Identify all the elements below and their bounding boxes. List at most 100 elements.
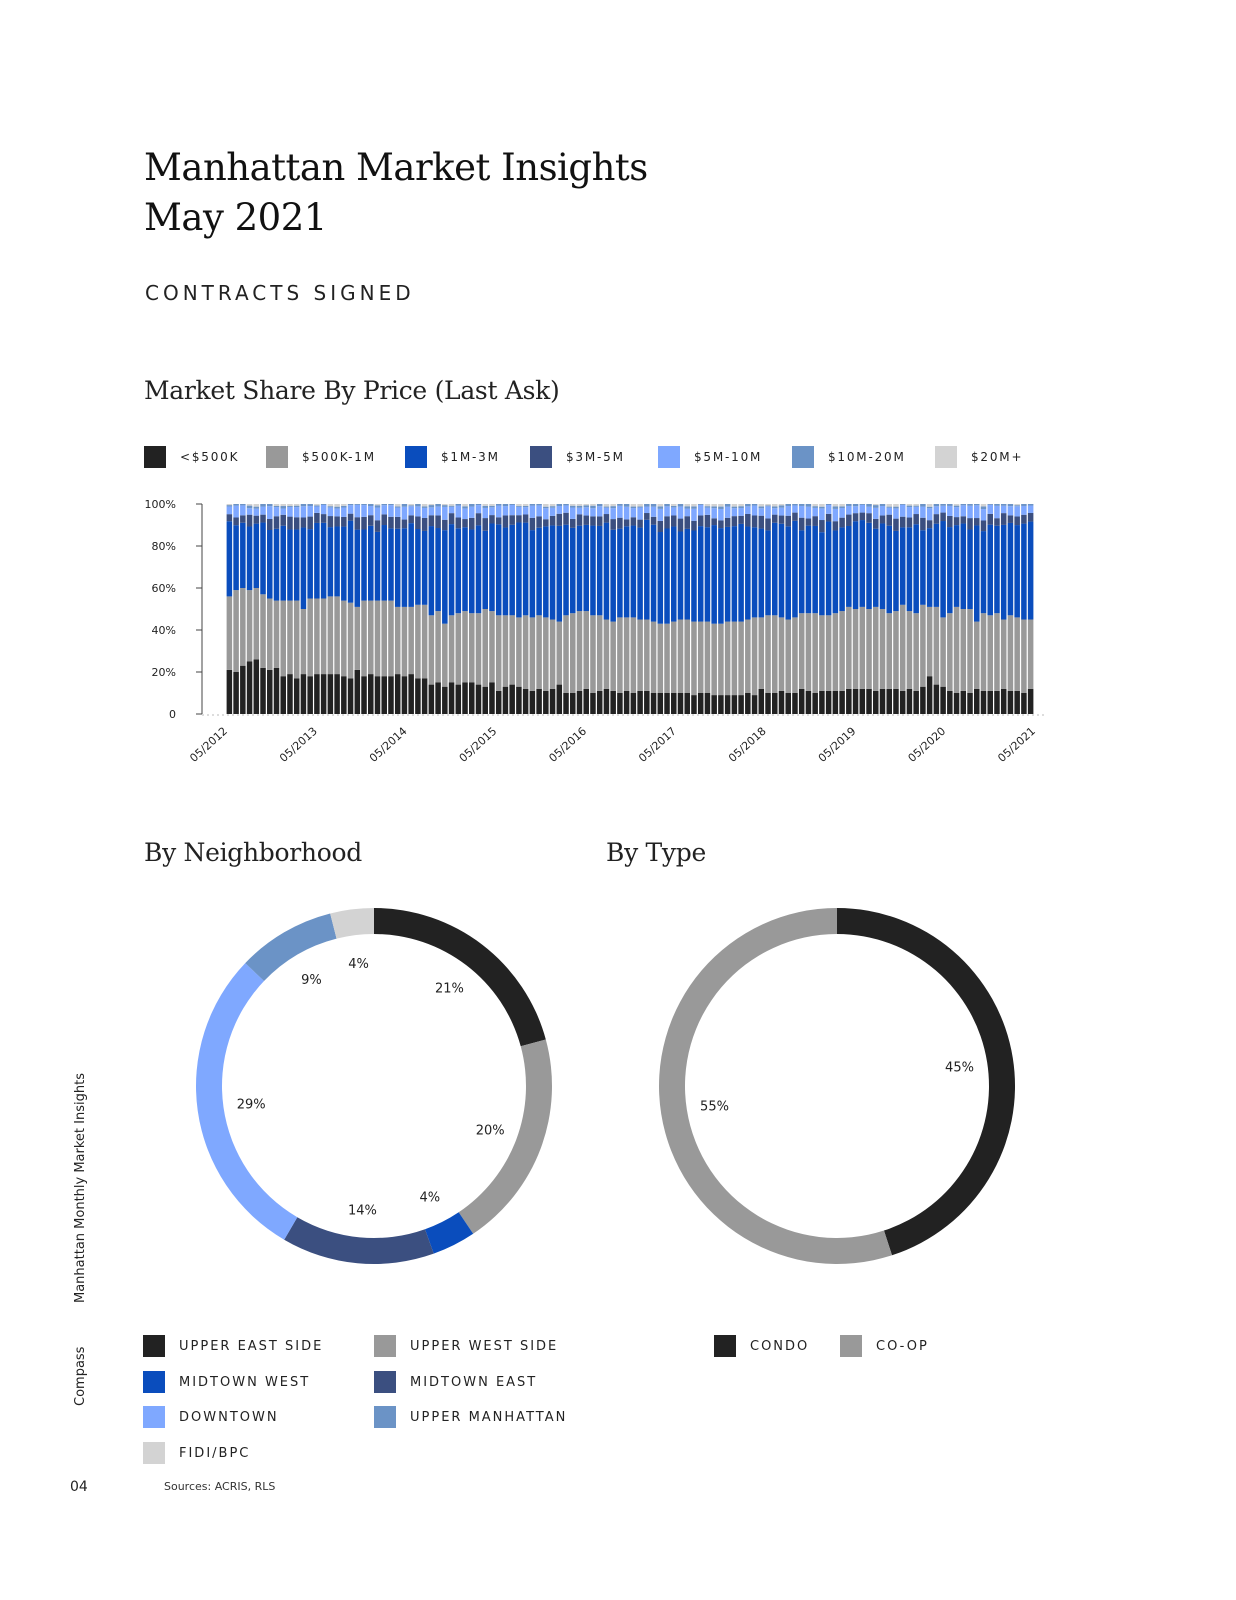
bar-segment	[590, 504, 596, 506]
bar-segment	[953, 504, 960, 506]
bar-segment	[556, 684, 563, 714]
bar-segment	[873, 518, 879, 529]
bar-segment	[657, 623, 664, 693]
bar-segment	[475, 613, 482, 685]
bar-segment	[1014, 506, 1020, 517]
bar-segment	[812, 506, 818, 508]
bar-segment	[361, 529, 367, 601]
bar-stack	[529, 504, 536, 714]
bar-stack	[920, 504, 926, 714]
bar-segment	[341, 676, 347, 714]
bar-segment	[489, 523, 495, 612]
bar-segment	[677, 531, 684, 620]
type-chart-title: By Type	[606, 838, 706, 867]
bar-segment	[341, 504, 347, 506]
bar-segment	[731, 504, 738, 507]
bar-segment	[495, 517, 502, 525]
bar-segment	[374, 505, 381, 508]
bar-segment	[374, 600, 381, 677]
bar-segment	[745, 504, 751, 507]
bar-segment	[260, 504, 266, 507]
bar-segment	[738, 515, 744, 524]
bar-segment	[967, 609, 973, 693]
bar-segment	[637, 690, 643, 714]
bar-segment	[583, 688, 589, 714]
bar-segment	[522, 688, 529, 714]
bar-segment	[819, 532, 825, 616]
bar-segment	[421, 504, 428, 507]
bar-segment	[563, 505, 569, 513]
bar-segment	[738, 506, 744, 509]
bar-segment	[893, 504, 899, 507]
bar-segment	[415, 504, 421, 507]
bar-segment	[832, 508, 839, 522]
bar-segment	[543, 690, 549, 714]
bar-segment	[495, 615, 502, 691]
bar-stack	[866, 504, 872, 714]
bar-segment	[718, 508, 724, 521]
bar-segment	[617, 617, 623, 693]
bar-segment	[812, 516, 818, 526]
legend-swatch	[143, 1442, 165, 1464]
bar-segment	[839, 507, 845, 518]
bar-segment	[926, 508, 933, 521]
bar-stack	[287, 504, 293, 714]
bar-segment	[482, 609, 488, 687]
bar-segment	[926, 676, 933, 714]
bar-stack	[650, 504, 657, 714]
bar-segment	[455, 504, 462, 506]
bar-segment	[596, 504, 603, 507]
bar-segment	[913, 505, 919, 507]
bar-segment	[610, 508, 616, 520]
bar-stack	[657, 504, 664, 714]
bar-segment	[415, 529, 421, 605]
bar-segment	[718, 695, 724, 714]
bar-segment	[873, 528, 879, 607]
bar-segment	[428, 505, 435, 508]
bar-segment	[293, 517, 300, 530]
bar-segment	[516, 504, 522, 506]
bar-segment	[920, 506, 926, 518]
bar-segment	[866, 522, 872, 609]
bar-segment	[1021, 514, 1027, 524]
bar-stack	[758, 504, 765, 714]
bar-segment	[960, 690, 967, 714]
slice-label: 14%	[348, 1204, 377, 1219]
bar-segment	[576, 611, 583, 691]
legend-item-upper-east-side: UPPER EAST SIDE	[143, 1335, 323, 1357]
bar-stack	[798, 504, 805, 714]
bar-segment	[906, 611, 913, 689]
bar-segment	[839, 517, 845, 528]
bar-segment	[226, 505, 233, 507]
bar-segment	[724, 506, 731, 518]
bar-segment	[469, 613, 475, 683]
bar-segment	[623, 506, 630, 520]
bar-segment	[341, 516, 347, 527]
bar-segment	[994, 504, 1000, 506]
bar-segment	[772, 504, 778, 507]
legend-swatch	[714, 1335, 736, 1357]
bar-segment	[704, 693, 711, 714]
bar-segment	[1000, 688, 1007, 714]
bar-segment	[832, 690, 839, 714]
bar-segment	[852, 513, 859, 522]
legend-swatch	[840, 1335, 862, 1357]
legend-label: $5M-10M	[694, 450, 763, 464]
bar-segment	[926, 504, 933, 507]
bar-segment	[347, 513, 354, 521]
bar-segment	[300, 609, 307, 675]
bar-segment	[852, 609, 859, 689]
bar-stack	[596, 504, 603, 714]
bar-segment	[334, 506, 340, 509]
bar-segment	[805, 506, 812, 519]
bar-segment	[570, 693, 576, 714]
bar-segment	[899, 504, 906, 517]
bar-stack	[994, 504, 1000, 714]
bar-segment	[630, 508, 637, 518]
bar-segment	[765, 504, 771, 506]
bar-segment	[435, 506, 441, 516]
bar-segment	[240, 588, 246, 666]
bar-segment	[293, 505, 300, 508]
bar-segment	[246, 504, 253, 506]
bar-stack	[630, 504, 637, 714]
